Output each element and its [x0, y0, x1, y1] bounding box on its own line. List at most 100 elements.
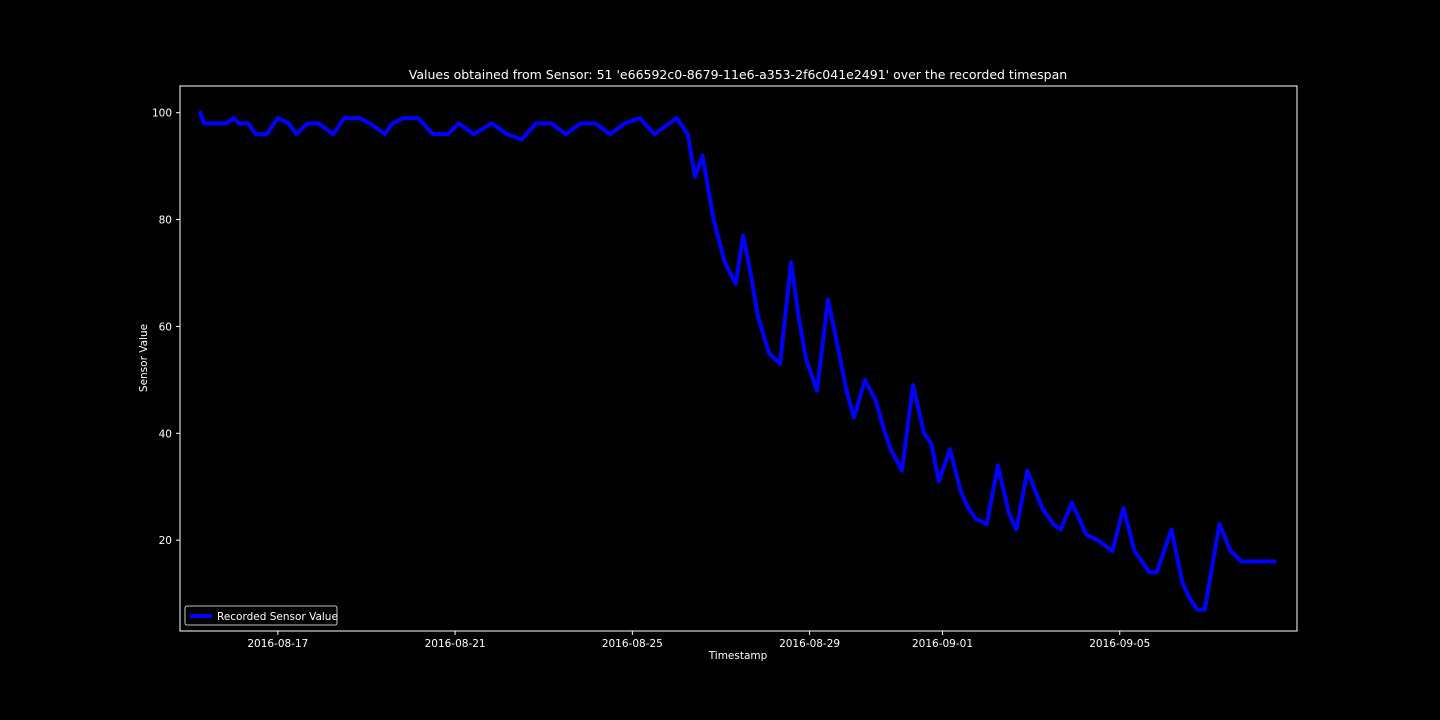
data-point — [1059, 528, 1063, 531]
data-point — [1096, 538, 1100, 542]
data-point — [246, 121, 250, 125]
x-tick-label: 2016-08-17 — [247, 638, 308, 650]
data-point — [1229, 549, 1232, 553]
plot-frame — [179, 85, 1298, 632]
data-point — [1140, 560, 1144, 563]
data-point — [549, 121, 553, 125]
data-point — [900, 469, 904, 473]
data-point — [237, 121, 241, 125]
data-point — [1133, 549, 1136, 553]
data-point — [959, 490, 963, 494]
data-point — [579, 121, 583, 125]
y-tick-label: 20 — [159, 535, 172, 547]
data-point — [1203, 608, 1207, 612]
legend-box — [184, 605, 338, 626]
data-point — [357, 116, 361, 120]
data-point — [1040, 506, 1044, 510]
data-point — [287, 121, 291, 125]
x-tick-label: 2016-09-05 — [1089, 638, 1150, 650]
x-axis: 2016-08-17 2016-08-21 2016-08-25 2016-08-29… — [247, 631, 1150, 650]
y-axis: 20 40 60 80 100 — [152, 108, 180, 547]
data-point — [929, 442, 933, 446]
data-point — [734, 282, 738, 286]
data-point — [1051, 522, 1055, 526]
data-point — [368, 121, 372, 125]
data-point — [505, 132, 509, 136]
data-point — [593, 121, 597, 125]
data-point — [749, 271, 752, 275]
data-point — [1218, 522, 1221, 526]
data-point — [675, 116, 679, 120]
data-point — [1258, 560, 1262, 563]
data-point — [985, 522, 989, 526]
legend-entry: Recorded Sensor Value — [217, 611, 338, 623]
data-point — [974, 517, 978, 521]
data-point — [416, 116, 420, 120]
data-point — [686, 132, 690, 136]
data-point — [881, 426, 885, 430]
series-line-recorded-sensor-value — [198, 110, 1277, 612]
data-point — [701, 154, 704, 157]
data-point — [1007, 512, 1011, 515]
y-tick-label: 80 — [159, 215, 172, 227]
data-point — [1085, 533, 1088, 537]
data-point — [723, 260, 727, 264]
data-point — [1025, 469, 1029, 473]
data-point — [653, 132, 656, 136]
data-point — [276, 116, 280, 120]
data-point — [1188, 597, 1192, 601]
data-point — [202, 121, 206, 125]
data-point — [948, 447, 952, 451]
data-point — [693, 175, 697, 179]
data-point — [845, 389, 848, 393]
data-point — [1266, 560, 1269, 563]
data-point — [1273, 560, 1277, 563]
data-point — [712, 218, 716, 222]
plot-area — [179, 85, 1298, 632]
data-point — [564, 132, 568, 136]
data-point — [232, 116, 235, 120]
data-point — [852, 415, 856, 419]
data-point — [778, 362, 782, 366]
data-point — [826, 298, 830, 302]
data-point — [198, 111, 202, 115]
data-point — [254, 132, 258, 136]
data-point — [1070, 501, 1074, 505]
data-point — [224, 121, 228, 125]
y-axis-label: Sensor Value — [138, 324, 150, 392]
x-tick-label: 2016-08-29 — [779, 638, 840, 650]
data-point — [431, 132, 435, 136]
data-point — [922, 431, 926, 435]
data-point — [966, 506, 970, 510]
data-point — [797, 314, 800, 318]
data-point — [1181, 581, 1184, 585]
data-point — [390, 121, 394, 125]
data-point — [767, 351, 771, 355]
data-point — [804, 357, 808, 360]
y-tick-label: 100 — [152, 108, 172, 120]
data-point — [1251, 560, 1255, 563]
legend[interactable]: Recorded Sensor Value — [184, 605, 338, 626]
data-point — [305, 121, 309, 125]
y-tick-label: 40 — [159, 428, 172, 440]
series-points — [198, 111, 1277, 612]
x-tick-label: 2016-08-21 — [425, 638, 486, 650]
data-point — [608, 132, 612, 136]
data-point — [863, 378, 867, 382]
data-point — [815, 389, 819, 393]
data-point — [1195, 608, 1199, 612]
data-point — [1170, 528, 1173, 531]
data-point — [789, 260, 793, 264]
data-point — [1103, 544, 1107, 547]
data-point — [667, 121, 671, 125]
data-point — [889, 447, 893, 451]
data-point — [472, 132, 476, 136]
x-axis-label: Timestamp — [708, 650, 768, 662]
y-tick-label: 60 — [159, 321, 172, 333]
data-point — [317, 121, 320, 125]
data-point — [342, 116, 346, 120]
data-point — [490, 121, 494, 125]
data-point — [1121, 506, 1125, 510]
data-point — [837, 351, 841, 355]
